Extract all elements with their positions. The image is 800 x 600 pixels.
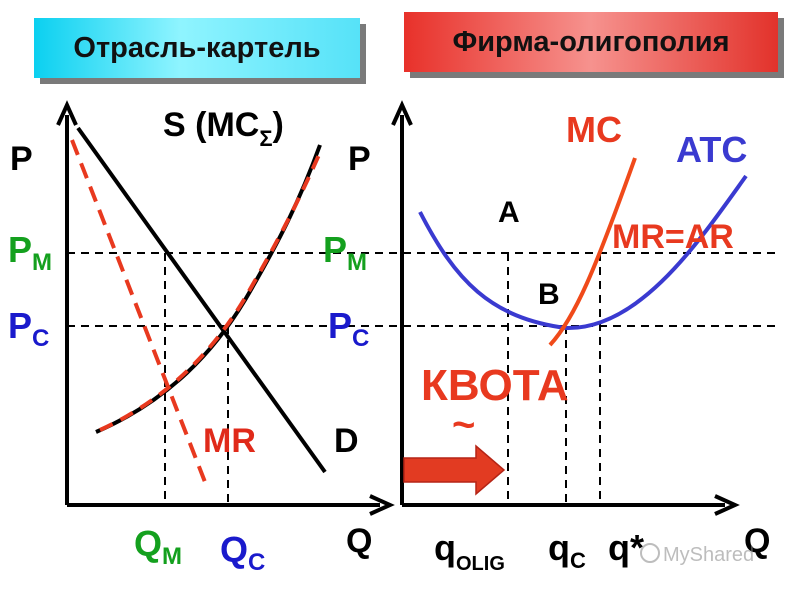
title-cartel: Отрасль-картель	[34, 18, 360, 78]
quota-arrow-icon	[403, 444, 506, 496]
mr-label: MR	[203, 422, 256, 460]
q-olig-label: qOLIG	[434, 527, 505, 575]
q-star-label: q*	[608, 527, 644, 568]
point-a-label: A	[498, 196, 520, 229]
atc-curve	[418, 174, 748, 331]
quota-label: КВОТА	[421, 361, 569, 410]
watermark-logo-icon	[640, 543, 660, 563]
mc-curve	[548, 157, 637, 347]
left-y-axis-arrow	[56, 100, 78, 126]
point-b-label: B	[538, 278, 560, 311]
mc-label: MC	[566, 109, 622, 150]
supply-label: S (MCΣ)	[163, 106, 284, 151]
watermark: MyShared	[640, 543, 754, 566]
mr-ar-label: MR=AR	[612, 218, 734, 256]
right-y-axis-arrow	[391, 100, 413, 126]
title-oligopoly-firm: Фирма-олигополия	[404, 12, 778, 72]
watermark-text: MyShared	[663, 544, 754, 566]
quota-mark: ~	[452, 403, 475, 447]
atc-label: ATC	[676, 129, 747, 170]
right-axis-q-label: Q	[744, 522, 770, 560]
qm-label: QM	[134, 523, 182, 570]
supply-dashed-overlay	[99, 147, 324, 432]
right-axis-p-label: P	[348, 140, 371, 178]
left-pm-label: PM	[8, 229, 52, 276]
left-x-axis-arrow	[369, 494, 395, 516]
qc-label: QC	[220, 529, 265, 576]
demand-curve	[76, 126, 327, 474]
mr-curve	[70, 139, 207, 483]
qc-right-label: qC	[548, 527, 586, 573]
left-axis-q-label: Q	[346, 522, 372, 560]
demand-label: D	[334, 422, 359, 460]
right-pm-label: PM	[323, 229, 367, 276]
right-x-axis-arrow	[714, 494, 740, 516]
right-pc-label: PC	[328, 305, 369, 352]
left-pc-label: PC	[8, 305, 49, 352]
left-axis-p-label: P	[10, 140, 33, 178]
